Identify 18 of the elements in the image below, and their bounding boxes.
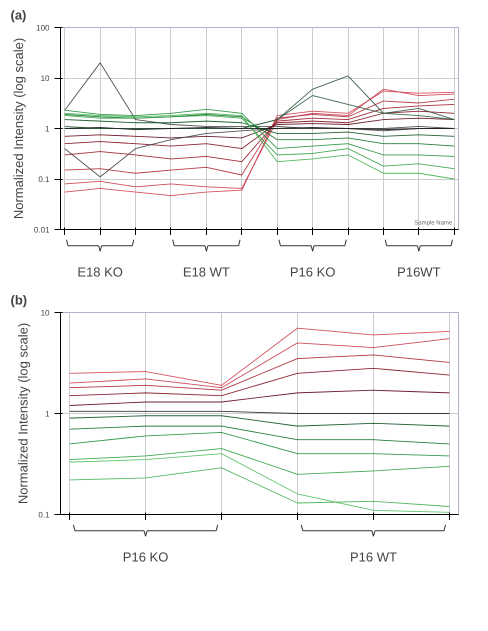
y-axis-title: Normalized Intensity (log scale) bbox=[15, 322, 30, 504]
text: P16WT bbox=[397, 264, 441, 280]
y-tick-label: 100 bbox=[36, 24, 50, 32]
text: E18 WT bbox=[182, 264, 230, 280]
text: P16 WT bbox=[350, 550, 397, 564]
text: P16 KO bbox=[122, 550, 168, 564]
y-axis-title: Normalized Intensity (log scale) bbox=[10, 38, 26, 220]
text: E18 KO bbox=[77, 264, 123, 280]
y-tick-label: 10 bbox=[40, 74, 50, 83]
y-tick-label: 10 bbox=[40, 308, 50, 318]
y-tick-label: 0.1 bbox=[38, 510, 50, 520]
chart-title: (a) bbox=[10, 8, 26, 22]
y-tick-label: 1 bbox=[45, 410, 50, 418]
y-tick-label: 0.01 bbox=[34, 226, 50, 234]
text: P16 KO bbox=[290, 264, 336, 280]
chart-title: (b) bbox=[10, 292, 28, 308]
y-tick-label: 1 bbox=[45, 124, 50, 134]
y-tick-label: 0.1 bbox=[38, 175, 50, 184]
